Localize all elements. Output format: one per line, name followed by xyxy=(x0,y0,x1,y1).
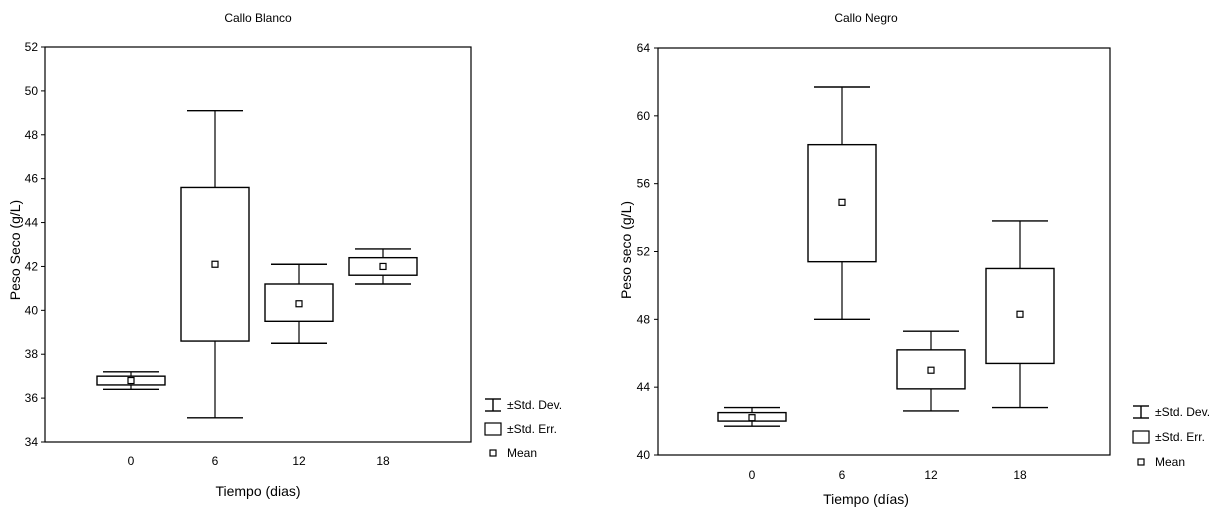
y-tick-label: 52 xyxy=(25,40,39,54)
y-tick-label: 44 xyxy=(25,216,39,230)
y-tick-label: 56 xyxy=(637,177,651,191)
legend-entry-label: ±Std. Err. xyxy=(507,422,557,436)
x-tick-label: 18 xyxy=(1013,468,1027,482)
y-tick-label: 48 xyxy=(25,128,39,142)
box-marks xyxy=(96,109,418,419)
mean-marker xyxy=(127,376,135,385)
chart-title: Callo Blanco xyxy=(224,11,292,25)
mean-marker xyxy=(1016,310,1024,318)
y-ticks: 34 36 38 40 42 44 46 48 50 52 xyxy=(25,40,45,449)
x-ticks: 0 6 12 18 xyxy=(749,468,1027,482)
legend-std-err-symbol xyxy=(484,422,502,436)
y-tick-label: 36 xyxy=(25,391,39,405)
y-tick-label: 64 xyxy=(637,41,651,55)
x-axis-label: Tiempo (días) xyxy=(823,491,909,507)
legend-entry-label: ±Std. Err. xyxy=(1155,430,1205,444)
x-axis-label: Tiempo (dias) xyxy=(215,483,300,499)
legend-entry-label: Mean xyxy=(507,446,537,460)
mean-marker xyxy=(379,262,387,271)
x-tick-label: 6 xyxy=(839,468,846,482)
y-tick-label: 40 xyxy=(25,303,39,317)
y-tick-label: 40 xyxy=(637,448,651,462)
mean-marker xyxy=(748,414,756,422)
legend-entry-label: ±Std. Dev. xyxy=(507,398,562,412)
y-tick-label: 38 xyxy=(25,347,39,361)
chart-title: Callo Negro xyxy=(834,11,898,25)
mean-marker xyxy=(211,260,219,268)
legend: ±Std. Dev. ±Std. Err. Mean xyxy=(484,398,562,460)
x-ticks: 0 6 12 18 xyxy=(128,454,390,468)
plot-frame xyxy=(657,47,1111,456)
legend-entry-label: Mean xyxy=(1155,455,1185,469)
x-tick-label: 18 xyxy=(376,454,390,468)
y-axis-label: Peso Seco (g/L) xyxy=(7,200,23,300)
y-tick-label: 42 xyxy=(25,259,39,273)
legend-mean-symbol xyxy=(1137,458,1145,466)
legend-entry-label: ±Std. Dev. xyxy=(1155,405,1210,419)
x-tick-label: 12 xyxy=(292,454,306,468)
y-tick-label: 48 xyxy=(637,312,651,326)
mean-marker xyxy=(838,198,846,206)
mean-marker xyxy=(295,300,303,308)
y-tick-label: 46 xyxy=(25,172,39,186)
chart-panel-callo-blanco: Callo Blanco Peso Seco (g/L) Tiempo (dia… xyxy=(7,11,562,499)
legend-std-err-symbol xyxy=(1132,430,1150,444)
y-tick-label: 52 xyxy=(637,245,651,259)
plot-frame xyxy=(44,46,472,443)
legend-mean-symbol xyxy=(489,449,497,457)
y-axis-label: Peso seco (g/L) xyxy=(618,201,634,299)
y-ticks: 40 44 48 52 56 60 64 xyxy=(637,41,658,462)
box-marks xyxy=(717,86,1055,427)
legend: ±Std. Dev. ±Std. Err. Mean xyxy=(1132,405,1210,469)
x-tick-label: 0 xyxy=(128,454,135,468)
chart-panel-callo-negro: Callo Negro Peso seco (g/L) Tiempo (días… xyxy=(618,11,1210,507)
x-tick-label: 12 xyxy=(924,468,938,482)
y-tick-label: 50 xyxy=(25,84,39,98)
y-tick-label: 34 xyxy=(25,435,39,449)
x-tick-label: 6 xyxy=(212,454,219,468)
y-tick-label: 60 xyxy=(637,109,651,123)
x-tick-label: 0 xyxy=(749,468,756,482)
y-tick-label: 44 xyxy=(637,380,651,394)
mean-marker xyxy=(927,366,935,374)
